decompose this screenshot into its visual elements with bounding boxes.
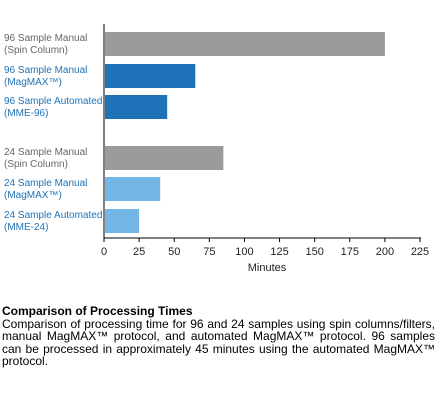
bar-4 [105,177,161,201]
bar-5 [105,209,140,233]
bar-1 [105,64,196,88]
caption-title: Comparison of Processing Times [2,304,193,318]
category-label-line: 24 Sample Manual [4,147,87,158]
category-label-line: (Spin Column) [4,159,68,170]
category-label-line: 96 Sample Automated [4,96,102,107]
category-label-line: 96 Sample Manual [4,33,87,44]
figure-caption: Comparison of Processing Times Compariso… [2,305,435,368]
category-label-line: 24 Sample Automated [4,210,102,221]
bar-chart: 96 Sample Manual (Spin Column) 96 Sample M… [4,24,429,274]
bar-2 [105,95,168,119]
category-label-line: 24 Sample Manual [4,178,87,189]
category-label-line: (MagMAX™) [4,190,62,201]
category-label-3: 24 Sample Manual (Spin Column) [4,147,87,170]
category-label-line: (MagMAX™) [4,77,62,88]
category-label-5: 24 Sample Automated (MME-24) [4,210,102,233]
x-tick-label-1: 25 [133,246,145,258]
category-label-0: 96 Sample Manual (Spin Column) [4,33,87,56]
chart-svg: 96 Sample Manual (Spin Column)96 Sample M… [4,24,429,274]
x-tick-label-9: 225 [411,246,429,258]
x-tick-label-0: 0 [101,246,107,258]
bar-0 [105,32,385,56]
x-tick-label-8: 200 [376,246,394,258]
x-tick-label-4: 100 [235,246,253,258]
category-label-line: 96 Sample Manual [4,65,87,76]
bar-3 [105,146,224,170]
x-axis-label: Minutes [248,262,287,274]
category-label-line: (Spin Column) [4,45,68,56]
category-label-4: 24 Sample Manual (MagMAX™) [4,178,87,201]
caption-body: Comparison of processing time for 96 and… [2,316,435,368]
x-tick-label-2: 50 [168,246,180,258]
category-label-line: (MME-96) [4,108,48,119]
x-tick-label-5: 125 [270,246,288,258]
category-label-1: 96 Sample Manual (MagMAX™) [4,65,87,88]
category-label-line: (MME-24) [4,222,48,233]
category-label-2: 96 Sample Automated (MME-96) [4,96,102,119]
x-tick-label-6: 150 [305,246,323,258]
x-tick-label-7: 175 [341,246,359,258]
x-tick-label-3: 75 [203,246,215,258]
